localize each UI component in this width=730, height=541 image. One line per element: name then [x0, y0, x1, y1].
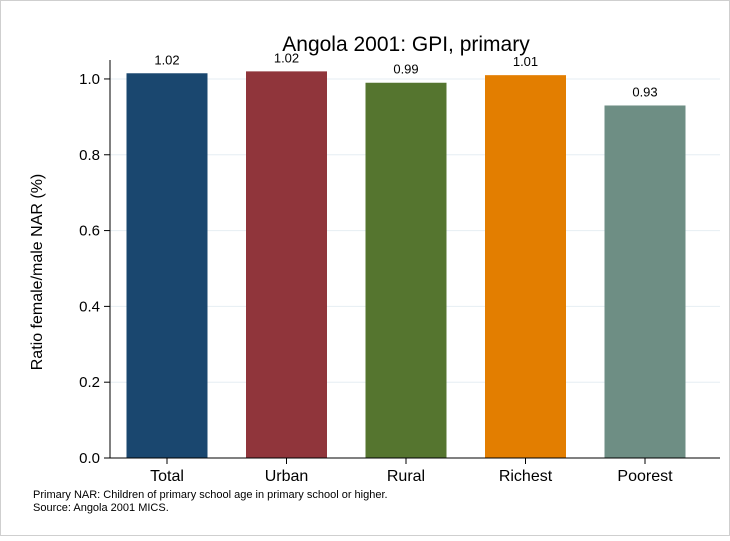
data-label: 1.02	[154, 52, 179, 67]
y-tick-label: 0.0	[79, 450, 100, 467]
data-label: 0.93	[632, 84, 657, 99]
footnote-definition: Primary NAR: Children of primary school …	[33, 489, 388, 501]
footnote-source: Source: Angola 2001 MICS.	[33, 502, 169, 514]
x-tick-label: Poorest	[617, 468, 673, 485]
x-tick-label: Urban	[265, 468, 309, 485]
chart-title: Angola 2001: GPI, primary	[282, 33, 530, 56]
y-tick-label: 0.2	[79, 374, 100, 391]
bar-rural	[365, 82, 447, 458]
data-label: 1.02	[274, 50, 299, 65]
y-tick-label: 0.4	[79, 298, 100, 315]
bars	[126, 71, 686, 459]
data-label: 0.99	[393, 62, 418, 77]
bar-poorest	[604, 105, 686, 458]
bar-richest	[485, 75, 566, 459]
x-tick-label: Richest	[499, 468, 553, 485]
bar-total	[126, 73, 208, 459]
y-axis-label: Ratio female/male NAR (%)	[29, 174, 46, 371]
axes: 0.0 0.2 0.4 0.6 0.8 1.0 Total Urban Rural Richest…	[79, 60, 720, 485]
x-tick-label: Rural	[387, 468, 425, 485]
bar-urban	[246, 71, 327, 458]
y-tick-label: 0.6	[79, 223, 100, 240]
x-tick-label: Total	[150, 468, 184, 485]
data-label: 1.01	[513, 54, 538, 69]
data-labels: 1.02 1.02 0.99 1.01 0.93	[154, 50, 657, 99]
y-tick-label: 1.0	[79, 71, 100, 88]
y-tick-label: 0.8	[79, 147, 100, 164]
